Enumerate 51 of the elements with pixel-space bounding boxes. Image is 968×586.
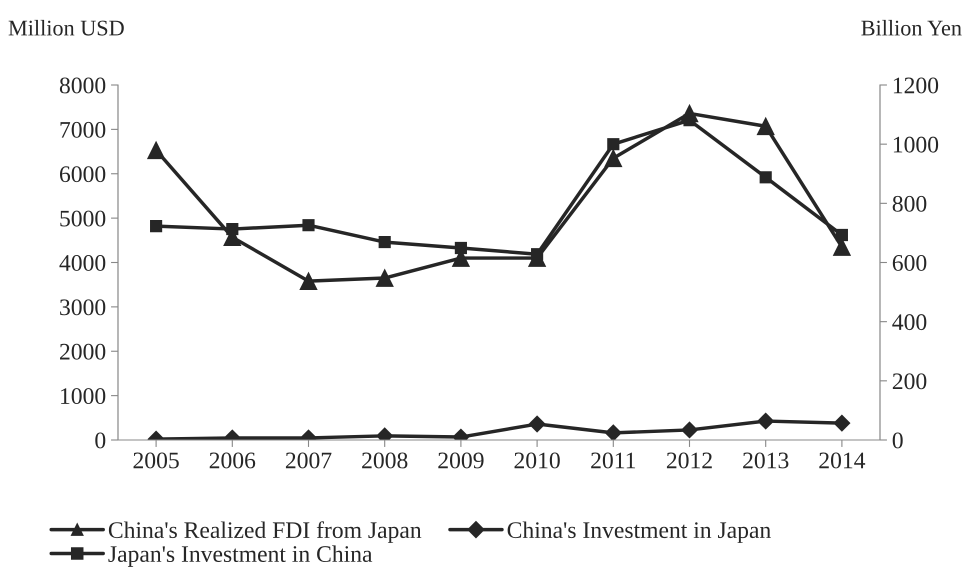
point xyxy=(834,414,850,432)
x-tick-label: 2005 xyxy=(134,452,179,468)
x-tick-label: 2006 xyxy=(210,452,256,468)
legend-label: Japan's Investment in China xyxy=(108,545,372,567)
x-tick-label: 2012 xyxy=(666,452,712,468)
y2-tick-label: 600 xyxy=(892,254,926,271)
point xyxy=(760,171,772,184)
point xyxy=(300,272,318,290)
point xyxy=(604,424,622,440)
point xyxy=(528,416,546,432)
point xyxy=(378,236,391,248)
point xyxy=(376,269,394,287)
y-tick-label: 6000 xyxy=(60,166,106,182)
y-tick-label: 8000 xyxy=(60,77,106,94)
y-tick-label: 1000 xyxy=(61,388,106,404)
y2-tick-label: 1200 xyxy=(894,77,938,94)
y2-axis-title: Billion Yen xyxy=(861,20,962,36)
y-tick-label: 5000 xyxy=(60,210,106,227)
y-tick-label: 2000 xyxy=(60,344,106,360)
y-axis-title: Million USD xyxy=(8,20,124,36)
point xyxy=(454,242,467,254)
point xyxy=(150,220,162,232)
legend-label: China's Realized FDI from Japan xyxy=(108,521,422,543)
y2-tick-label: 200 xyxy=(892,373,926,390)
x-tick-label: 2010 xyxy=(514,452,560,468)
x-tick-label: 2011 xyxy=(591,452,636,468)
point xyxy=(836,228,848,242)
point xyxy=(531,248,544,260)
y-tick-label: 0 xyxy=(95,432,106,448)
y-tick-label: 4000 xyxy=(59,254,106,271)
y-tick-label: 3000 xyxy=(60,299,106,316)
y2-tick-label: 800 xyxy=(892,196,926,212)
x-tick-label: 2008 xyxy=(362,452,408,468)
x-tick-label: 2007 xyxy=(286,452,332,468)
point xyxy=(226,222,238,236)
y2-tick-label: 0 xyxy=(892,432,903,448)
x-tick-label: 2013 xyxy=(743,452,788,468)
point xyxy=(681,422,698,438)
y2-tick-label: 1000 xyxy=(894,136,938,153)
y-tick-label: 7000 xyxy=(60,122,106,138)
point xyxy=(757,412,774,430)
point xyxy=(683,114,696,126)
x-tick-label: 2009 xyxy=(438,452,484,468)
point xyxy=(147,141,165,160)
x-tick-label: 2014 xyxy=(819,452,866,468)
legend-label: China's Investment in Japan xyxy=(508,521,771,543)
point xyxy=(604,149,622,168)
y2-tick-label: 400 xyxy=(892,314,926,330)
point xyxy=(756,117,775,136)
point xyxy=(302,219,315,232)
point xyxy=(607,138,620,150)
